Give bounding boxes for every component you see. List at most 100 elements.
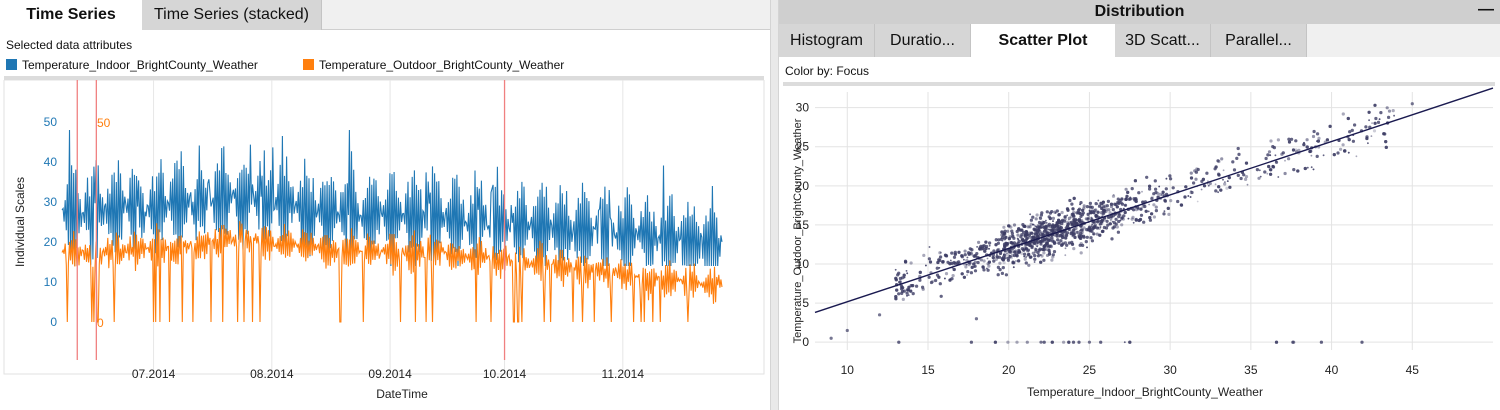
scatter-point xyxy=(1224,181,1226,183)
scatter-point xyxy=(1123,210,1127,215)
tab-time-series-stacked[interactable]: Time Series (stacked) xyxy=(142,0,322,30)
scatter-point xyxy=(1194,177,1198,181)
scatter-point xyxy=(1371,122,1373,124)
scatter-point xyxy=(1021,223,1025,227)
tab-histogram[interactable]: Histogram xyxy=(779,24,875,57)
scatter-point xyxy=(1067,340,1071,344)
scatter-point xyxy=(1017,238,1020,241)
scatter-point xyxy=(1052,250,1057,254)
scatter-point xyxy=(1048,216,1052,221)
scatter-point xyxy=(1184,185,1188,189)
scatter-point xyxy=(1123,207,1125,210)
scatter-point xyxy=(1025,340,1029,344)
tab-time-series[interactable]: Time Series xyxy=(0,0,142,30)
scatter-point xyxy=(1023,252,1027,256)
scatter-point xyxy=(1193,169,1197,173)
scatter-point xyxy=(1079,228,1083,232)
scatter-point xyxy=(1115,225,1119,229)
scatter-point xyxy=(1346,116,1350,121)
scatter-point xyxy=(941,260,945,264)
scatter-point xyxy=(1045,249,1048,252)
scatter-point xyxy=(1059,226,1063,230)
tab-duration[interactable]: Duratio... xyxy=(875,24,971,57)
time-series-chart[interactable]: 07.2014 08.2014 09.2014 10.2014 11.2014 DateT… xyxy=(0,80,770,410)
scatter-point xyxy=(1271,164,1275,169)
scatter-point xyxy=(1072,247,1076,251)
scatter-point xyxy=(1011,242,1015,247)
scatter-point xyxy=(1081,243,1085,247)
scatter-point xyxy=(1120,216,1124,220)
scatter-point xyxy=(1076,208,1081,212)
scatter-point xyxy=(894,268,897,271)
scatter-point xyxy=(1096,210,1100,214)
scatter-point xyxy=(1125,194,1129,198)
scatter-point xyxy=(934,278,938,283)
scatter-point xyxy=(1111,194,1116,198)
distribution-header: Distribution — xyxy=(779,0,1500,24)
scatter-point xyxy=(988,247,990,250)
scatter-point xyxy=(969,271,973,275)
panel-splitter[interactable] xyxy=(770,0,779,410)
scatter-point xyxy=(1376,120,1381,124)
scatter-point xyxy=(944,272,949,276)
legend-separator xyxy=(4,76,764,80)
scatter-point xyxy=(1002,225,1006,229)
scatter-point xyxy=(1002,225,1006,229)
scatter-chart[interactable]: 10 15 20 25 30 35 40 45 0 5 10 15 20 25 30 Temperature_… xyxy=(779,86,1500,410)
scatter-point xyxy=(1028,235,1032,239)
scatter-plot-area xyxy=(815,92,1493,350)
scatter-point xyxy=(1291,148,1296,152)
scatter-point xyxy=(1194,177,1198,181)
scatter-point xyxy=(1391,109,1395,113)
scatter-point xyxy=(1119,219,1122,222)
scatter-point xyxy=(1061,235,1065,240)
scatter-point xyxy=(922,253,926,257)
scatter-point xyxy=(1111,220,1114,223)
scatter-point xyxy=(1086,212,1090,216)
scatter-point xyxy=(1336,151,1340,155)
scatter-point xyxy=(1007,237,1011,241)
scatter-point xyxy=(1079,251,1083,255)
scatter-point xyxy=(1064,254,1067,257)
scatter-point xyxy=(1006,258,1010,262)
scatter-point xyxy=(1093,209,1097,213)
scatter-point xyxy=(1219,188,1223,192)
scatter-point xyxy=(1016,233,1020,237)
scatter-point xyxy=(970,265,974,269)
scatter-point xyxy=(1010,229,1014,233)
tab-scatter-plot[interactable]: Scatter Plot xyxy=(971,24,1115,57)
scatter-point xyxy=(1207,184,1210,187)
scatter-point xyxy=(1148,218,1152,222)
scatter-point xyxy=(1106,215,1111,219)
scatter-y-tick-label: 30 xyxy=(796,101,810,115)
scatter-point xyxy=(1033,232,1037,236)
scatter-point xyxy=(998,261,1002,265)
scatter-point xyxy=(1089,211,1093,215)
scatter-point xyxy=(1139,207,1143,211)
scatter-point xyxy=(1039,240,1043,244)
scatter-point xyxy=(1255,168,1259,172)
ts-x-tick-label: 07.2014 xyxy=(132,367,176,381)
tab-3d-scatter[interactable]: 3D Scatt... xyxy=(1115,24,1211,57)
scatter-point xyxy=(1084,240,1088,244)
scatter-point xyxy=(988,244,991,247)
scatter-point xyxy=(1045,222,1048,224)
scatter-point xyxy=(1263,170,1267,174)
tab-parallel[interactable]: Parallel... xyxy=(1211,24,1307,57)
scatter-point xyxy=(988,241,992,245)
scatter-point xyxy=(1367,142,1369,145)
scatter-point xyxy=(992,259,996,263)
scatter-point xyxy=(1365,136,1369,141)
scatter-point xyxy=(982,268,986,272)
scatter-point xyxy=(1036,241,1039,244)
scatter-point xyxy=(1072,232,1076,236)
scatter-point xyxy=(963,249,967,253)
scatter-point xyxy=(1072,228,1076,232)
scatter-point xyxy=(1101,200,1105,204)
scatter-point xyxy=(1002,231,1006,235)
minimize-icon[interactable]: — xyxy=(1478,1,1494,18)
scatter-point xyxy=(1001,233,1006,237)
scatter-point xyxy=(1284,159,1286,162)
scatter-point xyxy=(969,340,973,344)
scatter-point xyxy=(1098,222,1102,226)
